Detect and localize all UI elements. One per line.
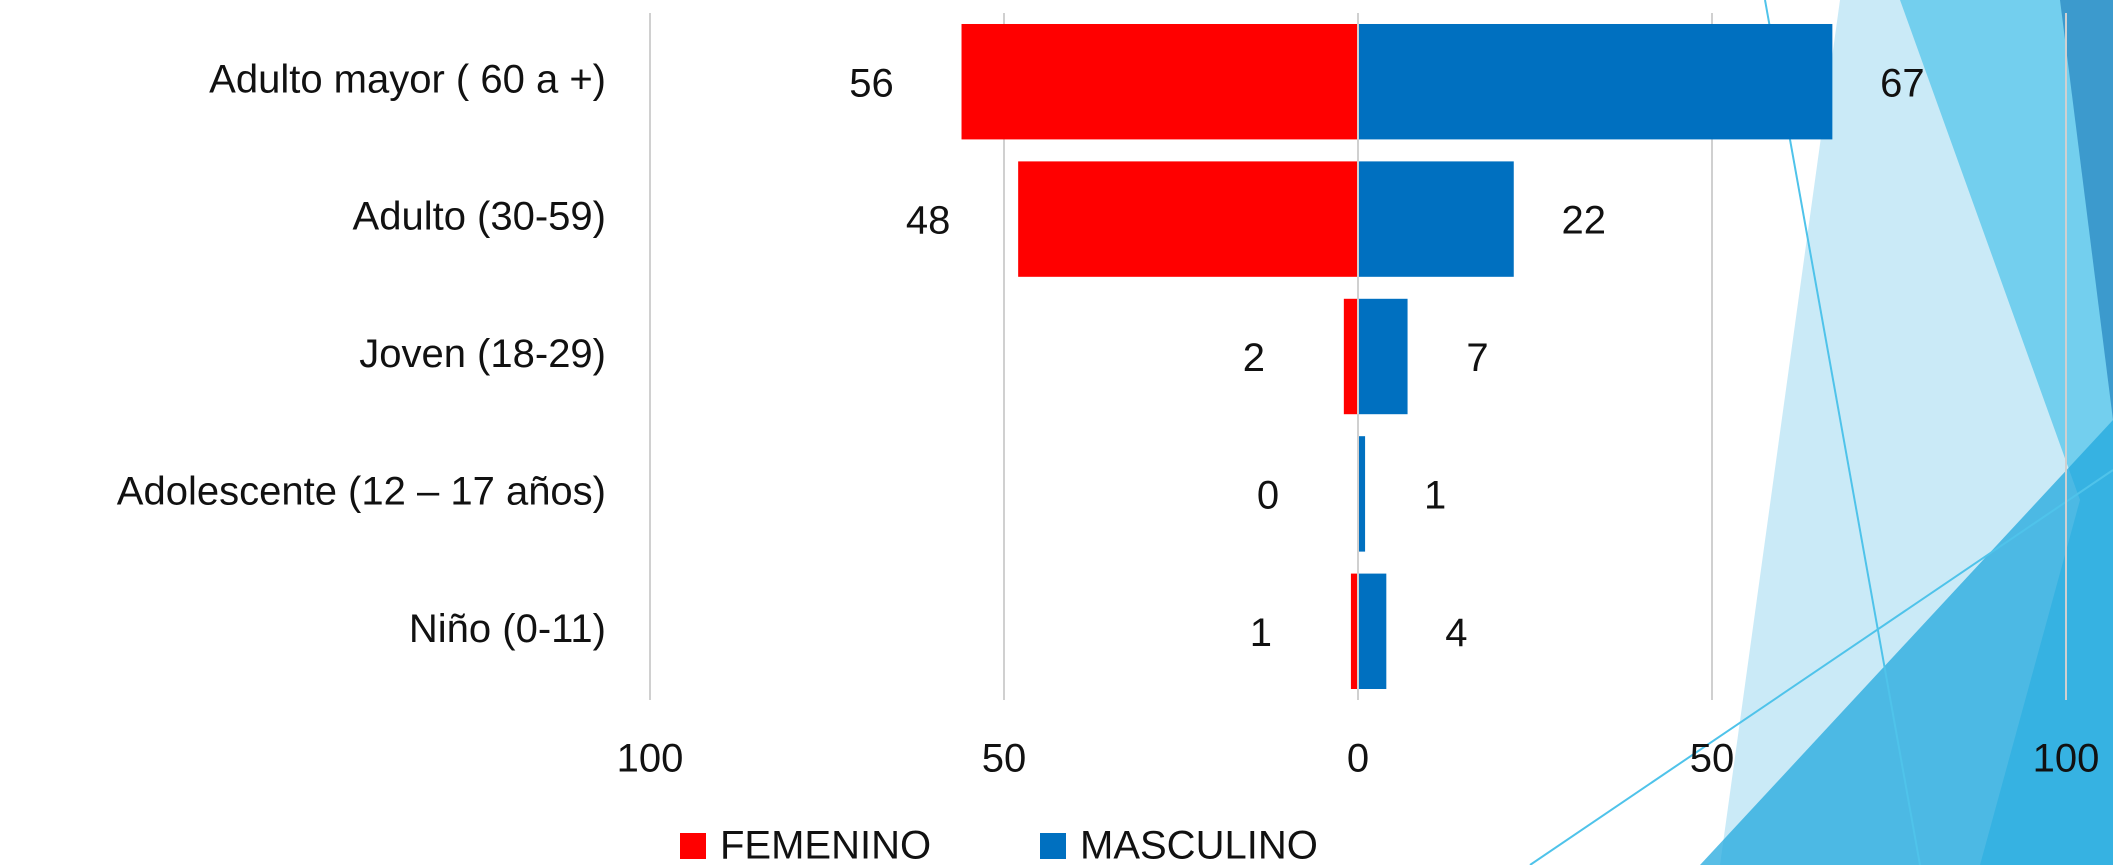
x-tick-label: 50 bbox=[982, 737, 1027, 781]
value-label: 1 bbox=[1424, 473, 1446, 517]
bar bbox=[1358, 436, 1366, 552]
value-label: 67 bbox=[1880, 61, 1925, 105]
bar bbox=[1358, 23, 1833, 140]
category-label: Adulto (30-59) bbox=[353, 195, 606, 239]
value-label: 2 bbox=[1243, 336, 1265, 380]
value-label: 1 bbox=[1250, 611, 1272, 655]
bar bbox=[1350, 573, 1358, 690]
category-label: Adulto mayor ( 60 a +) bbox=[209, 57, 606, 101]
bar bbox=[1358, 298, 1408, 415]
category-label: Joven (18-29) bbox=[359, 332, 606, 376]
bar bbox=[1358, 573, 1387, 690]
value-label: 48 bbox=[906, 199, 951, 243]
bar bbox=[1358, 161, 1514, 277]
x-tick-label: 50 bbox=[1690, 737, 1735, 781]
legend-label: FEMENINO bbox=[720, 824, 931, 865]
category-label: Niño (0-11) bbox=[409, 607, 606, 651]
legend-swatch bbox=[680, 833, 706, 859]
value-label: 56 bbox=[849, 61, 894, 105]
bar bbox=[1018, 161, 1358, 277]
legend-swatch bbox=[1040, 833, 1066, 859]
value-label: 0 bbox=[1257, 473, 1279, 517]
bar bbox=[961, 23, 1358, 140]
bar bbox=[1343, 298, 1358, 415]
value-label: 22 bbox=[1562, 199, 1607, 243]
x-tick-label: 100 bbox=[2033, 737, 2100, 781]
background-decoration bbox=[1529, 0, 2113, 865]
x-tick-label: 0 bbox=[1347, 737, 1369, 781]
x-tick-label: 100 bbox=[617, 737, 684, 781]
category-label: Adolescente (12 – 17 años) bbox=[117, 469, 606, 513]
legend-label: MASCULINO bbox=[1080, 824, 1318, 865]
value-label: 4 bbox=[1445, 611, 1467, 655]
value-label: 7 bbox=[1466, 336, 1488, 380]
